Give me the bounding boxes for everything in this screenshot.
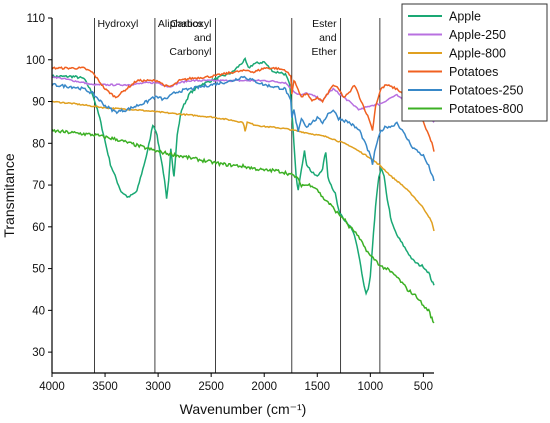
x-tick-label: 4000 <box>39 381 65 393</box>
legend-label-potatoes-800: Potatoes-800 <box>449 102 523 116</box>
annotation-label: Carbonyl <box>169 46 211 58</box>
annotation-label: Aliphatics <box>158 18 203 30</box>
tick-labels: 4000 3500 3000 2500 2000 1500 1000 500 30 40 50 60 7… <box>26 13 433 393</box>
legend-label-apple-800: Apple-800 <box>449 47 506 61</box>
y-tick-label: 90 <box>32 97 45 109</box>
annotation-label: Ester <box>312 18 337 30</box>
series-line-apple-250 <box>51 75 435 123</box>
series-line-potatoes <box>51 66 435 152</box>
y-tick-label: 110 <box>27 13 45 25</box>
legend-box <box>401 3 548 122</box>
legend: Apple Apple-250 Apple-800 Potatoes Potatoes-… <box>401 3 548 122</box>
reference-lines <box>94 18 381 373</box>
annotation-label: Carboxyl <box>170 18 211 30</box>
x-tick-label: 500 <box>414 381 433 393</box>
series-line-apple-800 <box>51 100 435 232</box>
legend-label-apple-250: Apple-250 <box>449 28 506 42</box>
x-tick-label: 2500 <box>198 381 224 393</box>
y-tick-label: 50 <box>32 264 45 276</box>
y-tick-label: 70 <box>32 180 45 192</box>
x-axis-label: Wavenumber (cm⁻¹) <box>180 401 307 417</box>
series-line-potatoes-800 <box>51 128 435 324</box>
x-tick-label: 3000 <box>145 381 171 393</box>
annotation-label: Ether <box>312 46 338 58</box>
legend-label-apple: Apple <box>449 10 481 24</box>
series-lines <box>51 57 435 324</box>
series-line-potatoes-250 <box>51 75 435 182</box>
y-tick-label: 30 <box>32 347 45 359</box>
annotation-label: and <box>319 32 337 44</box>
annotation-label: and <box>194 32 212 44</box>
x-tick-label: 1500 <box>304 381 330 393</box>
legend-label-potatoes-250: Potatoes-250 <box>449 84 523 98</box>
y-tick-label: 100 <box>26 55 45 67</box>
x-tick-label: 1000 <box>358 381 384 393</box>
x-tick-label: 3500 <box>92 381 118 393</box>
x-tick-label: 2000 <box>251 381 277 393</box>
y-tick-label: 40 <box>32 305 45 317</box>
y-axis-label: Transmitance <box>1 153 17 238</box>
y-tick-label: 80 <box>32 138 45 150</box>
annotation-label: Hydroxyl <box>97 18 138 30</box>
legend-label-potatoes: Potatoes <box>449 65 498 79</box>
series-line-apple <box>51 57 435 296</box>
y-tick-label: 60 <box>32 222 45 234</box>
axes <box>48 17 434 377</box>
